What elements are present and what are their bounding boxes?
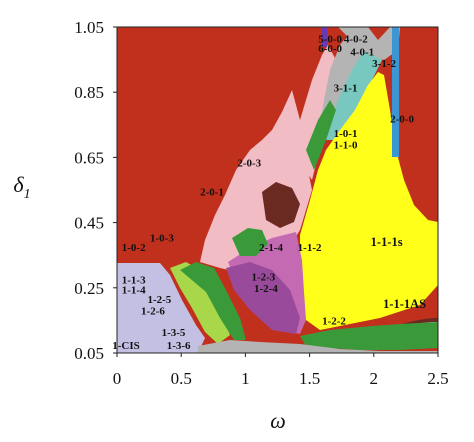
region-label: 1-3-5 <box>162 327 186 339</box>
region-1-1-1s <box>300 72 438 330</box>
region-label: 1-1-1s <box>371 235 403 249</box>
region-label: 1-1-2 <box>298 242 322 254</box>
region-label: 1-3-6 <box>167 340 191 352</box>
region-pink-spike <box>292 45 336 180</box>
region-purple-stripe <box>322 27 327 47</box>
x-axis-title: ω <box>270 408 286 433</box>
x-tick-label: 0 <box>113 369 122 388</box>
region-label: 1-CIS <box>112 340 140 352</box>
region-label: 1-1-0 <box>334 139 358 151</box>
y-tick-label: 0.45 <box>74 214 104 233</box>
region-label: 1-2-2 <box>322 315 346 327</box>
region-2-0-1 <box>200 90 312 275</box>
y-tick-label: 1.05 <box>74 18 104 37</box>
region-label: 1-0-3 <box>150 232 174 244</box>
region-label: 1-2-5 <box>147 294 171 306</box>
region-label: 1-0-1 <box>334 128 358 140</box>
x-tick-label: 2.5 <box>427 369 448 388</box>
region-lime-band <box>170 262 230 344</box>
y-tick-label: 0.25 <box>74 279 104 298</box>
region-label: 1-2-3 <box>251 271 275 283</box>
region-label: 3-1-2 <box>372 58 396 70</box>
region-label: 4-0-2 <box>344 33 368 45</box>
plot-frame <box>116 26 439 354</box>
region-label: 1-0-2 <box>122 242 146 254</box>
region-label: 1-1-4 <box>122 284 146 296</box>
region-label: 1-2-6 <box>141 306 165 318</box>
region-label: 1-1-1AS <box>383 297 426 311</box>
region-label: 2-0-0 <box>390 113 414 125</box>
y-axis-subscript: 1 <box>24 187 31 202</box>
region-label: 1-1-3 <box>122 275 146 287</box>
y-axis-title: δ1 <box>13 172 30 202</box>
region-brown <box>262 182 300 228</box>
region-label: 2-1-4 <box>259 242 283 254</box>
y-tick-label: 0.85 <box>74 83 104 102</box>
region-label: 4-0-1 <box>350 46 374 58</box>
x-tick-label: 0.5 <box>171 369 192 388</box>
plot-area <box>117 27 438 353</box>
y-axis-symbol: δ <box>13 172 24 197</box>
y-tick-label: 0.65 <box>74 148 104 167</box>
region-label: 2-0-3 <box>237 157 261 169</box>
region-green-band <box>180 262 246 340</box>
region-4-0-2 <box>338 27 400 60</box>
region-teal-fan <box>326 42 382 140</box>
region-2-1-4 <box>232 228 268 256</box>
region-1-2-2 <box>300 322 438 350</box>
region-1-cis <box>117 263 205 353</box>
y-axis-ticks: 0.05 0.25 0.45 0.65 0.85 1.05 <box>74 18 117 363</box>
region-label: 3-1-1 <box>334 82 358 94</box>
region-green-fan <box>306 100 336 170</box>
x-tick-label: 1 <box>241 369 250 388</box>
region-2-0-0-stripe <box>392 27 399 157</box>
x-tick-label: 1.5 <box>299 369 320 388</box>
region-bottom-gray <box>198 340 438 353</box>
region-label: 1-2-4 <box>254 283 278 295</box>
region-label: 6-0-0 <box>318 43 342 55</box>
x-axis-ticks: 0 0.5 1 1.5 2 2.5 <box>113 353 449 388</box>
x-tick-label: 2 <box>370 369 379 388</box>
region-label: 2-0-1 <box>200 187 224 199</box>
region-labels: 5-0-06-0-04-0-24-0-13-1-2 3-1-1 2-0-0 1-0-1… <box>112 33 426 351</box>
y-tick-label: 0.05 <box>74 344 104 363</box>
region-label: 5-0-0 <box>318 33 342 45</box>
region-1-2-4 <box>226 262 300 334</box>
